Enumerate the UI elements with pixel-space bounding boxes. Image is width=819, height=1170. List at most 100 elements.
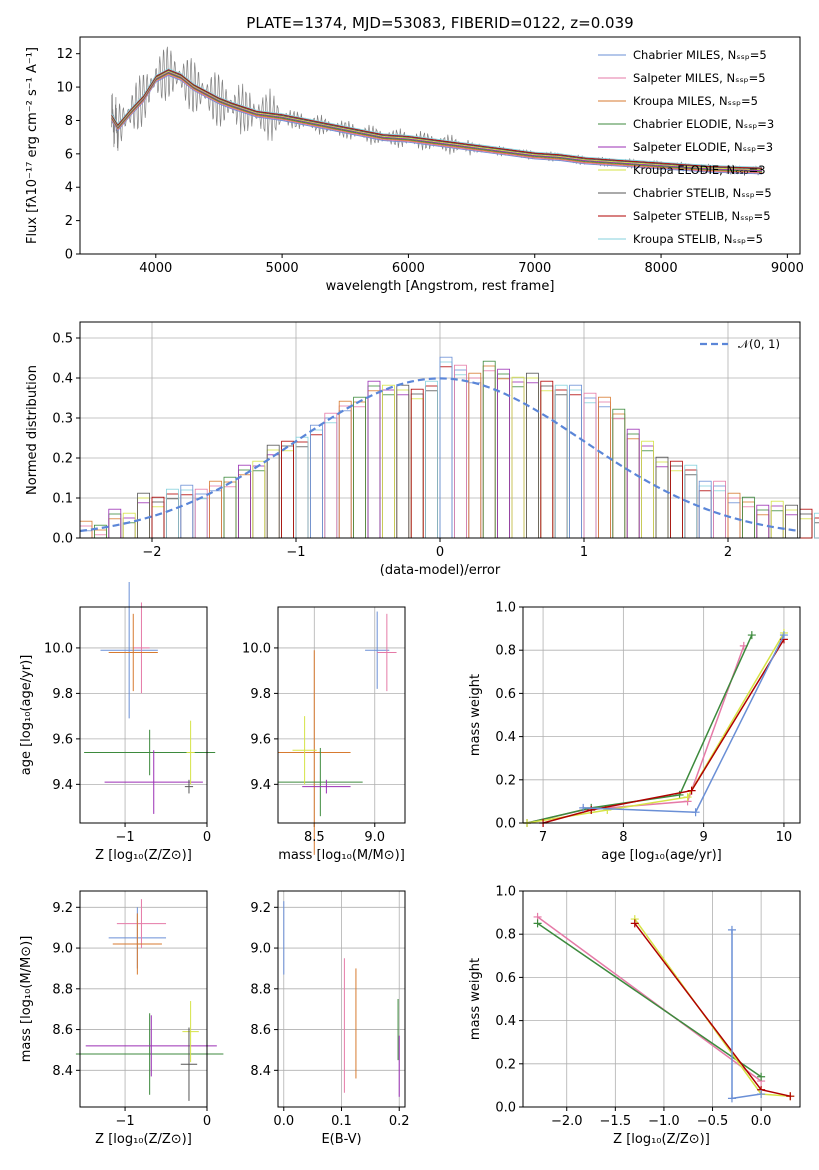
histogram-bar [338,410,352,539]
y-tick-label: 8.4 [52,1064,73,1079]
histogram-bar [684,474,698,539]
x-tick-label: −2 [142,545,161,560]
x-tick-label: 1 [580,545,588,560]
y-tick-label: 9.0 [52,942,73,957]
x-tick-label: 8000 [645,261,678,276]
y-tick-label: 0.5 [52,332,73,347]
x-tick-label: 0.0 [273,1114,294,1129]
histogram-bar [165,488,179,539]
histogram-bar [165,498,179,539]
residuals-chart [76,321,819,542]
x-tick-label: 7 [539,830,547,845]
x-tick-label: 8.5 [304,830,325,845]
histogram-bar [381,389,395,539]
x-tick-label: 9 [700,830,708,845]
histogram-bar [540,380,554,539]
histogram-bar [324,412,338,539]
axes-frame [79,36,801,255]
x-tick-label: 6000 [392,261,425,276]
histogram-bar [641,450,654,539]
histogram-bar [266,449,280,539]
histogram-bar [194,498,208,539]
y-tick-label: 12 [56,47,73,62]
y-tick-label: 0.2 [495,773,516,788]
histogram-bar [511,386,525,539]
point-marker [687,786,696,795]
y-tick-label: 8 [65,114,73,129]
y-tick-label: 9.4 [250,778,271,793]
histogram-bar [122,512,136,539]
histogram-bar [626,433,640,539]
axes-frame [277,890,406,1108]
model-spectrum-line [111,74,763,174]
point-marker [779,631,788,640]
histogram-bar [626,428,640,539]
y-tick-label: 0.2 [52,452,73,467]
histogram-bar [252,460,266,539]
axes-frame [522,606,801,824]
histogram-bar [252,465,266,539]
histogram-bar [309,434,323,539]
x-tick-label: −1 [115,830,134,845]
y-tick-label: 9.4 [52,778,73,793]
x-tick-label: −1 [115,1114,134,1129]
histogram-bar [814,512,819,539]
y-tick-label: 0.0 [495,817,516,832]
histogram-bar [151,496,165,539]
point-marker [727,1094,736,1103]
x-tick-label: −2.0 [551,1114,583,1129]
histogram-bar [281,445,295,539]
x-axis-label: Z [log₁₀(Z/Z⊙)] [613,1132,710,1147]
point-marker [727,925,736,934]
histogram-bar [309,424,323,539]
histogram-bar [698,485,712,539]
histogram-bar [425,380,439,539]
x-tick-label: 4000 [139,261,172,276]
histogram-bar [309,429,323,539]
point-marker [587,806,596,815]
mass-weight-line [537,922,762,1078]
mass-vs-Z-chart [75,890,224,1111]
y-tick-label: 0.1 [52,492,73,507]
histogram-bar [583,402,597,539]
y-tick-label: 0.4 [495,1014,516,1029]
histogram-bar [180,489,194,539]
histogram-bar [367,380,381,539]
mass-weight-line [526,645,745,824]
histogram-bar [612,413,626,539]
x-axis-label: E(B-V) [321,1132,361,1147]
histogram-bar [785,514,798,539]
model-spectrum-line [111,71,763,171]
histogram-bar [482,365,496,539]
y-tick-label: 0 [65,248,73,263]
x-tick-label: 2 [724,545,732,560]
chart-title: PLATE=1374, MJD=53083, FIBERID=0122, z=0… [246,14,633,32]
histogram-bar [770,500,784,539]
histogram-bar [742,501,755,539]
histogram-bar [540,390,554,539]
histogram-bar [569,394,582,539]
histogram-bar [425,385,439,539]
y-tick-label: 8.6 [250,1023,271,1038]
histogram-bar [569,384,582,539]
x-tick-label: 0 [203,830,211,845]
x-tick-label: 9000 [771,261,804,276]
y-tick-label: 10.0 [44,641,73,656]
observed-spectrum [111,46,762,176]
histogram-bar [151,506,165,539]
histogram-bar [670,460,683,539]
histogram-bar [453,374,467,539]
y-tick-label: 2 [65,214,73,229]
y-tick-label: 9.6 [250,732,271,747]
histogram-bar [79,525,93,539]
massweight-vs-Z-chart [519,890,801,1111]
histogram-bar [799,508,813,539]
x-tick-label: 0 [203,1114,211,1129]
histogram-bar [266,454,280,539]
histogram-bar [655,461,669,539]
x-axis-label: mass [log₁₀(M/M⊙)] [278,848,405,863]
axes-frame [522,890,801,1108]
histogram-bar [554,384,568,539]
histogram-bar [770,510,784,539]
